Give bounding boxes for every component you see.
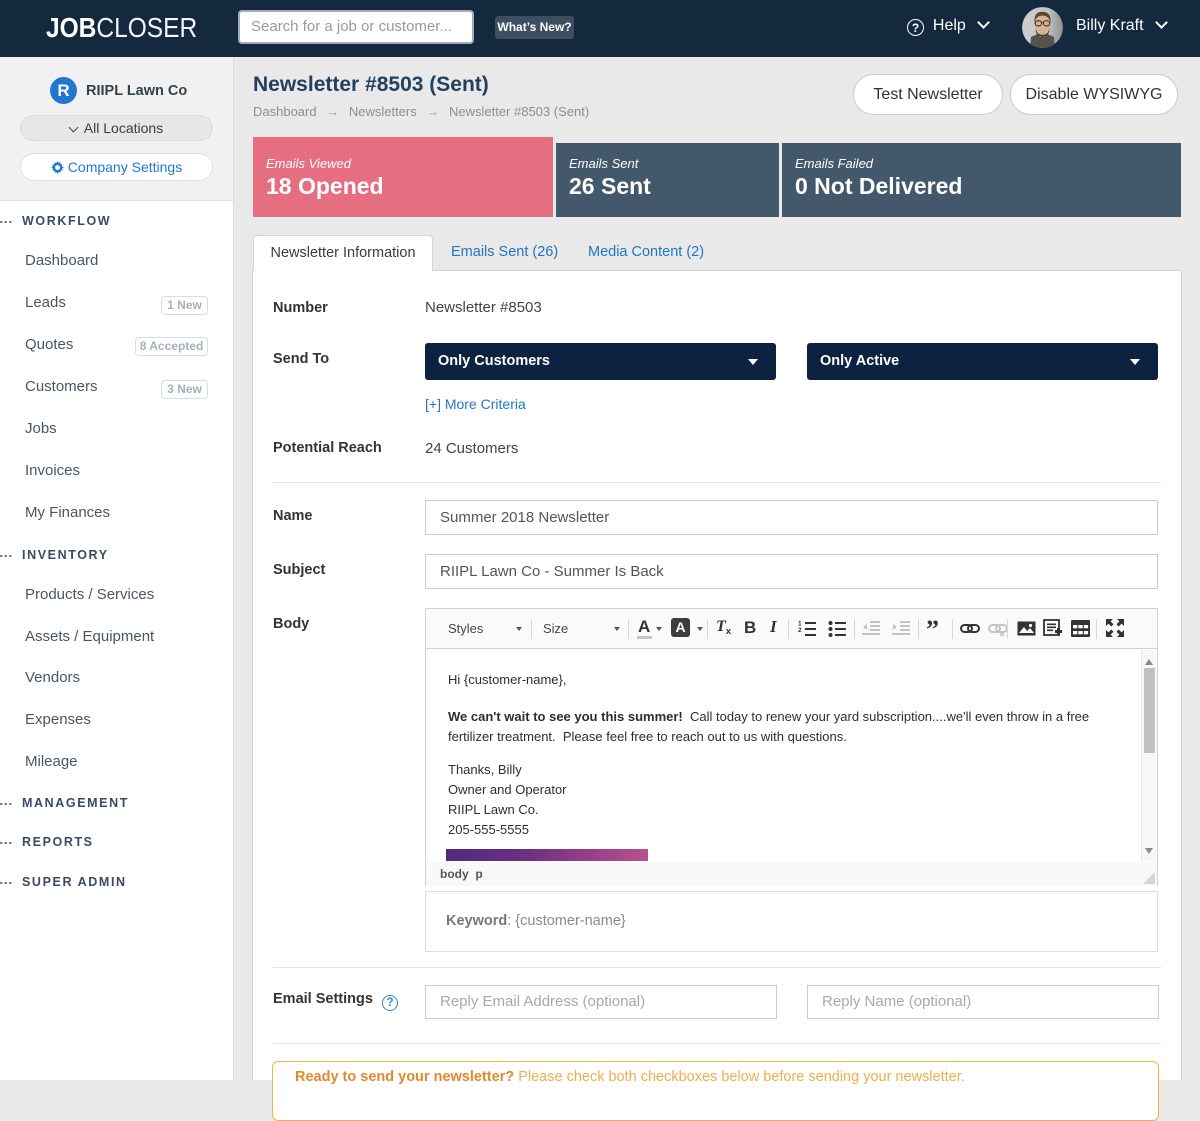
svg-text:1: 1 <box>798 621 802 628</box>
svg-text:2: 2 <box>798 627 802 634</box>
